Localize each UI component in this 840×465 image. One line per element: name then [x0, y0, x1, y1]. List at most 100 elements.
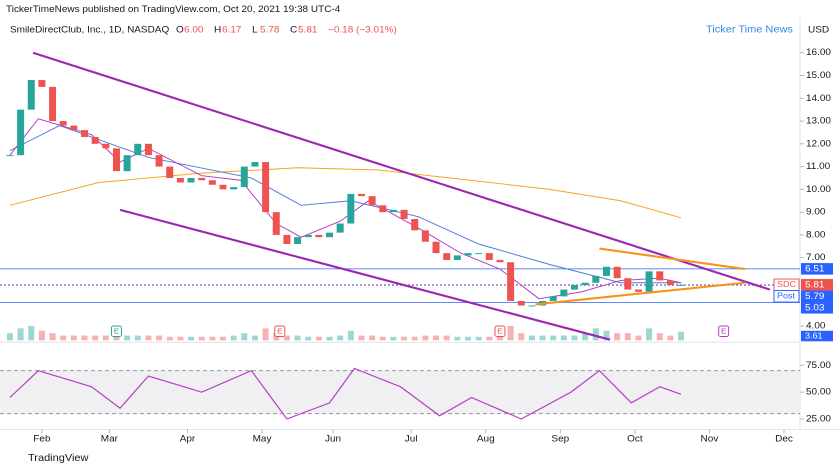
volume-bar [17, 328, 24, 341]
volume-bar [70, 335, 77, 341]
price-label-box [801, 263, 833, 275]
volume-bar [219, 336, 226, 341]
candle [6, 155, 14, 157]
volume-bar [124, 335, 131, 341]
publisher: TickerTimeNews published on TradingView.… [6, 4, 341, 15]
event-marker [274, 325, 286, 338]
y-tick-label: 7.00 [806, 252, 826, 263]
candle [592, 275, 600, 283]
candle [432, 241, 440, 254]
candle [240, 166, 248, 188]
volume-bar [486, 336, 493, 341]
candle [38, 80, 46, 87]
volume-bar [390, 336, 397, 341]
candle [411, 218, 419, 231]
candle [112, 148, 120, 172]
event-label: E [277, 327, 282, 336]
volume-bar [60, 335, 67, 341]
candle [517, 300, 525, 306]
rsi-line [9, 367, 682, 420]
volume-bar [571, 335, 578, 341]
volume-bar [262, 328, 269, 341]
volume-bar [251, 335, 258, 341]
volume-bar [614, 333, 621, 341]
candle [17, 109, 25, 156]
volume-bar [507, 325, 514, 341]
volume-bar [646, 328, 653, 341]
volume-bar [28, 325, 35, 341]
candle [208, 180, 216, 185]
tag-label: Post [777, 291, 796, 301]
candle [634, 289, 642, 292]
candle [144, 143, 152, 156]
candle [294, 237, 302, 245]
y-tick-label: 4.00 [806, 321, 826, 332]
volume-bar [134, 335, 141, 341]
volume-bar [294, 335, 301, 341]
candle [389, 209, 397, 213]
volume-bar [603, 330, 610, 341]
volume-bar [369, 335, 376, 341]
ohlc-label: C [290, 24, 297, 35]
candle [496, 259, 504, 263]
x-tick-label: Mar [101, 434, 119, 445]
volume-bar [198, 336, 205, 341]
volume-bar [49, 333, 56, 341]
volume-bar [635, 335, 642, 341]
candle [27, 80, 35, 110]
volume-bar [443, 335, 450, 341]
y-tick-label: 9.00 [806, 207, 826, 218]
candle [464, 253, 472, 256]
candle [81, 130, 89, 137]
volume-bar [401, 336, 408, 341]
price-label: 5.79 [805, 291, 824, 302]
candle [272, 212, 280, 235]
candle [485, 253, 493, 260]
candle [507, 262, 515, 301]
candle [571, 285, 579, 290]
volume-bar [539, 335, 546, 341]
price-label: 6.51 [805, 264, 824, 275]
x-tick-label: Jul [405, 434, 418, 445]
trend-line [32, 51, 771, 291]
volume-bar [518, 333, 525, 341]
candle [656, 271, 664, 281]
moving-average [9, 167, 682, 219]
price-label: 5.03 [805, 303, 825, 314]
event-marker [718, 325, 730, 338]
volume-bar [92, 335, 99, 341]
trend-line [599, 247, 746, 271]
candle [549, 296, 557, 301]
volume-bar [550, 335, 557, 341]
candle [166, 166, 174, 178]
rsi-band [0, 370, 800, 414]
trend-line [119, 208, 611, 341]
candle [198, 177, 206, 181]
volume-bar [475, 336, 482, 341]
candle [134, 143, 142, 156]
rsi-tick-label: 50.00 [806, 387, 832, 398]
candle [283, 234, 291, 245]
x-tick-label: Dec [775, 434, 793, 445]
volume-label-box [801, 330, 833, 342]
volume-bar [209, 336, 216, 341]
candle [59, 121, 67, 126]
ohlc-label: H [214, 24, 221, 35]
volume-bar [347, 330, 354, 341]
volume-bar [560, 335, 567, 341]
volume-bar [230, 335, 237, 341]
volume-bar [411, 336, 418, 341]
candle [262, 162, 270, 213]
event-marker [494, 325, 506, 338]
ohlc-label: L [252, 24, 258, 35]
volume-bar [81, 335, 88, 341]
ohlc-value: 6.00 [184, 24, 204, 35]
volume-bar [433, 335, 440, 341]
volume-bar [156, 335, 163, 341]
candle [49, 86, 57, 122]
x-tick-label: Apr [180, 434, 196, 445]
candle [91, 136, 99, 144]
currency: USD [808, 24, 829, 35]
candle [528, 305, 536, 307]
candle [400, 209, 408, 219]
